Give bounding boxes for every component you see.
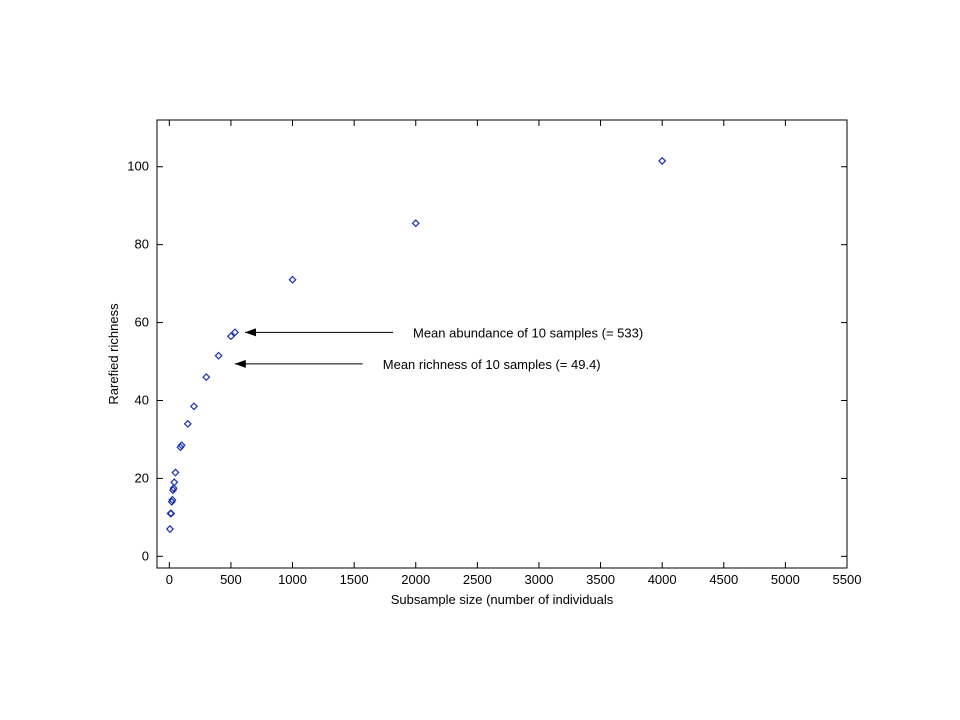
plot-frame — [156, 119, 848, 569]
x-axis: 0 500 1000 1500 2000 2500 3000 3500 4000 4500 5000… — [166, 120, 862, 587]
data-point — [171, 468, 180, 477]
x-tick-label: 5000 — [771, 572, 800, 587]
data-point — [288, 275, 297, 284]
y-tick-label: 60 — [135, 315, 149, 330]
data-point — [189, 402, 199, 411]
data-point — [230, 328, 240, 337]
annotations: Mean abundance of 10 samples (= 533) Mean… — [234, 325, 643, 372]
x-tick-label: 1000 — [278, 572, 307, 587]
y-axis: 0 20 40 60 80 100 — [127, 159, 847, 563]
x-tick-label: 5500 — [833, 572, 862, 587]
x-tick-label: 0 — [166, 572, 173, 587]
x-axis-label: Subsample size (number of individuals — [391, 592, 614, 607]
y-tick-label: 0 — [142, 548, 149, 563]
data-point — [214, 351, 223, 360]
data-point — [658, 156, 667, 165]
x-tick-label: 3000 — [525, 572, 554, 587]
data-points — [165, 156, 667, 534]
data-point — [226, 332, 235, 341]
y-tick-label: 20 — [135, 470, 149, 485]
data-point — [183, 419, 192, 428]
data-point — [167, 509, 176, 518]
y-axis-label: Rarefied richness — [106, 303, 121, 405]
x-tick-label: 4000 — [648, 572, 677, 587]
y-tick-label: 80 — [135, 237, 149, 252]
data-point — [202, 373, 211, 382]
x-tick-label: 1500 — [340, 572, 369, 587]
x-tick-label: 2500 — [463, 572, 492, 587]
y-tick-label: 100 — [127, 159, 149, 174]
data-point — [177, 441, 186, 450]
data-point — [168, 495, 177, 504]
y-tick-label: 40 — [135, 392, 149, 407]
data-point — [170, 478, 179, 487]
annotation-arrowhead — [234, 359, 246, 368]
data-point — [165, 524, 174, 534]
x-tick-label: 2000 — [401, 572, 430, 587]
annotation-label: Mean abundance of 10 samples (= 533) — [413, 325, 643, 340]
annotation-arrowhead — [244, 328, 256, 337]
x-tick-label: 3500 — [586, 572, 615, 587]
x-tick-label: 4500 — [709, 572, 738, 587]
annotation-label: Mean richness of 10 samples (= 49.4) — [383, 357, 601, 372]
data-point — [411, 219, 420, 228]
data-point — [169, 484, 178, 493]
data-point — [176, 443, 185, 452]
x-tick-label: 500 — [220, 572, 242, 587]
